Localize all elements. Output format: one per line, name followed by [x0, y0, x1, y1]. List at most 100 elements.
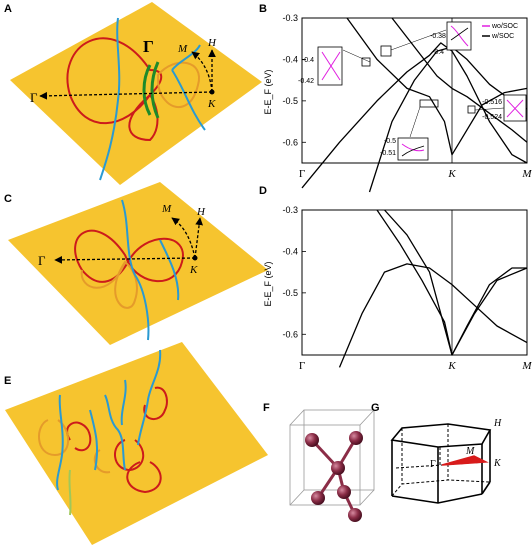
- h-label-a: H: [207, 37, 217, 49]
- ytick-label-b-1: -0.4: [282, 54, 298, 64]
- m-label-a: M: [177, 43, 188, 55]
- hex-prism-g: [390, 423, 492, 504]
- m-label-c: M: [161, 203, 172, 215]
- ytick-label-d-0: -0.3: [282, 205, 298, 215]
- panel-label-c: C: [4, 193, 12, 205]
- ytick-label-d-2: -0.5: [282, 288, 298, 298]
- h-arrow-c: [194, 217, 203, 259]
- inset3-label-top: -0.5: [384, 138, 396, 145]
- orange-loop-a: [156, 61, 201, 109]
- red-loop-e4: [126, 461, 162, 494]
- panel-label-a: A: [4, 3, 12, 15]
- blue-line-c2: [159, 239, 180, 301]
- chart-d: E-E_F (eV) -0.3 -0.4 -0.5 -0.6 Γ K M: [263, 205, 532, 372]
- k-label-g: K: [493, 458, 502, 469]
- inset2-label-bot: -0.4: [432, 49, 444, 56]
- inset-3: -0.5 -0.51: [380, 99, 439, 161]
- blue-line-a1: [99, 17, 121, 181]
- ytick-label-d-1: -0.4: [282, 246, 298, 256]
- ylabel-d: E-E_F (eV): [263, 261, 273, 306]
- blue-line-e5: [120, 379, 127, 426]
- inset1-label-top: -0.4: [302, 57, 314, 64]
- atom-1: [305, 433, 319, 447]
- ytick-label-b-3: -0.6: [282, 137, 298, 147]
- plot-frame-d: [301, 209, 528, 356]
- panel-e: [5, 342, 268, 545]
- ytick-label-d-3: -0.6: [282, 329, 298, 339]
- inset4-label-top: -0.516: [482, 99, 502, 106]
- m-arrow-c: [171, 217, 196, 259]
- band-line-b-0: [301, 42, 528, 189]
- blue-line-c1: [121, 199, 150, 341]
- panel-f: [289, 409, 375, 522]
- chart-b: E-E_F (eV) -0.3 -0.4 -0.5 -0.6 Γ K M wo/SOC w…: [263, 13, 532, 193]
- blue-line-e3: [104, 394, 126, 471]
- gamma-label-g: Γ: [430, 459, 436, 470]
- plane-c: [8, 182, 268, 345]
- orange-loop-e1: [38, 419, 70, 457]
- k-label-a: K: [207, 98, 216, 110]
- ylabel-b: E-E_F (eV): [263, 69, 273, 114]
- inset1-label-bot: -0.42: [298, 78, 314, 85]
- k-point-a: [209, 89, 215, 95]
- k-point-c: [192, 255, 198, 261]
- xtick-label-b-1: K: [447, 168, 456, 180]
- atom-3: [331, 461, 345, 475]
- atom-4: [337, 485, 351, 499]
- orange-loop-c2: [80, 261, 126, 289]
- band-line-b-3: [391, 17, 528, 143]
- blue-line-a3: [171, 69, 206, 131]
- panel-label-d: D: [259, 185, 267, 197]
- inset3-label-bot: -0.51: [380, 150, 396, 157]
- blue-line-e1: [56, 394, 64, 491]
- atom-6: [348, 508, 362, 522]
- panel-a: Γ Γ M H K: [10, 2, 262, 185]
- red-loop-c: [74, 229, 184, 283]
- gamma-arrow-c: [54, 256, 196, 264]
- band-line-d-0: [338, 263, 528, 368]
- atom-2: [349, 431, 363, 445]
- k-label-c: K: [189, 264, 198, 276]
- gamma-arrow-a: [39, 91, 213, 100]
- inset-2: -0.38 -0.4: [380, 21, 472, 57]
- ytick-label-b-0: -0.3: [282, 13, 298, 23]
- panel-label-b: B: [259, 3, 267, 15]
- m-label-g: M: [465, 446, 475, 457]
- green-line-a: [142, 64, 152, 116]
- blue-line-e2: [89, 409, 99, 471]
- blue-line-a2: [171, 44, 201, 71]
- plane-e: [5, 342, 268, 545]
- legend-w-soc: w/SOC: [491, 33, 514, 40]
- inset2-label-top: -0.38: [430, 33, 446, 40]
- blue-line-e4: [137, 349, 162, 446]
- legend-b: wo/SOC w/SOC: [482, 23, 518, 40]
- irreducible-wedge-g: [441, 455, 489, 466]
- gamma-label-c: Γ: [38, 253, 46, 268]
- panel-label-f: F: [263, 402, 270, 414]
- green-line-e: [68, 469, 72, 516]
- unit-cell-f: [289, 409, 375, 506]
- gamma-big-label-a: Γ: [143, 37, 154, 56]
- inset-1: -0.4 -0.42: [298, 46, 371, 86]
- h-label-c: H: [196, 206, 206, 218]
- xtick-label-b-2: M: [521, 168, 532, 180]
- panel-label-g: G: [371, 402, 380, 414]
- xtick-label-d-2: M: [521, 360, 532, 372]
- band-line-d-2: [384, 209, 528, 356]
- legend-wo-soc: wo/SOC: [491, 23, 518, 30]
- gamma-label-a: Γ: [30, 90, 38, 105]
- panel-g: Γ M H K: [390, 418, 502, 504]
- red-loop-e1: [143, 386, 168, 420]
- inset-4: -0.516 -0.524: [467, 94, 527, 122]
- plot-frame-b: [301, 17, 528, 164]
- atom-5: [311, 491, 325, 505]
- xtick-label-d-0: Γ: [299, 360, 305, 372]
- red-loop-e2: [66, 421, 92, 452]
- inset4-label-bot: -0.524: [482, 114, 502, 121]
- h-label-g: H: [493, 418, 502, 429]
- green-line-a2: [150, 61, 160, 119]
- panel-c: Γ M H K: [8, 182, 268, 345]
- m-arrow-a: [191, 51, 213, 93]
- panel-label-e: E: [4, 375, 11, 387]
